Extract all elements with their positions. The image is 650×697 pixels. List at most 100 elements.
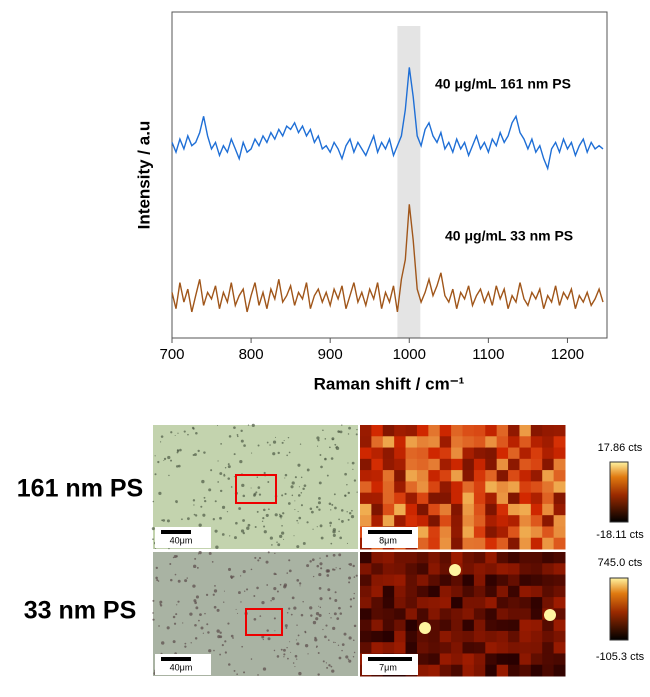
- particle: [330, 509, 332, 511]
- particle: [192, 453, 195, 457]
- particle: [197, 449, 200, 453]
- particle: [349, 605, 352, 608]
- map-pixel: [428, 447, 441, 460]
- map-pixel: [508, 597, 520, 609]
- map-pixel: [360, 552, 372, 564]
- particle: [341, 649, 343, 652]
- particle: [298, 516, 302, 520]
- map-pixel: [394, 447, 407, 460]
- scale-label: 40μm: [170, 535, 193, 545]
- map-pixel: [462, 552, 475, 564]
- map-pixel: [519, 664, 532, 677]
- particle: [257, 486, 261, 489]
- map-pixel: [553, 481, 566, 494]
- map-pixel: [519, 425, 532, 437]
- map-pixel: [360, 597, 372, 609]
- particle: [184, 579, 188, 583]
- map-pixel: [371, 619, 384, 632]
- map-pixel: [405, 608, 418, 621]
- map-pixel: [371, 447, 384, 460]
- map-pixel: [416, 492, 429, 505]
- map-pixel: [508, 642, 520, 654]
- particle: [196, 566, 199, 569]
- hotspot: [544, 609, 556, 621]
- map-pixel: [371, 436, 384, 449]
- particle: [330, 617, 332, 619]
- particle: [233, 426, 236, 430]
- map-pixel: [382, 515, 395, 527]
- map-pixel: [496, 642, 509, 654]
- map-pixel: [473, 619, 486, 632]
- particle: [273, 617, 276, 620]
- particle: [341, 424, 343, 426]
- particle: [172, 640, 176, 644]
- particle: [169, 562, 172, 565]
- particle: [296, 579, 300, 582]
- particle: [262, 517, 265, 520]
- particle: [242, 494, 246, 498]
- map-pixel: [439, 619, 452, 632]
- map-pixel: [530, 585, 543, 598]
- particle: [237, 612, 239, 614]
- map-pixel: [371, 515, 384, 527]
- particle: [207, 631, 210, 634]
- map-pixel: [496, 447, 509, 460]
- map-pixel: [360, 642, 372, 654]
- map-pixel: [462, 425, 475, 437]
- particle: [189, 612, 193, 616]
- map-pixel: [428, 458, 441, 471]
- particle: [168, 547, 170, 550]
- particle: [327, 588, 331, 592]
- particle: [302, 601, 304, 603]
- particle: [213, 649, 215, 652]
- particle: [338, 518, 340, 521]
- map-pixel: [439, 425, 452, 437]
- particle: [158, 491, 162, 496]
- map-pixel: [530, 630, 543, 643]
- map-pixel: [439, 537, 452, 550]
- particle: [312, 575, 315, 578]
- particle: [281, 525, 283, 527]
- particle: [158, 625, 160, 627]
- map-pixel: [508, 552, 520, 564]
- particle: [353, 624, 357, 628]
- particle: [292, 662, 295, 664]
- map-pixel: [496, 552, 509, 564]
- particle: [254, 556, 257, 559]
- particle: [279, 583, 282, 586]
- map-pixel: [553, 458, 566, 471]
- particle: [262, 667, 267, 671]
- map-pixel: [462, 630, 475, 643]
- colorbar: [609, 461, 629, 523]
- particle: [265, 560, 269, 564]
- particle: [347, 433, 350, 435]
- map-pixel: [439, 653, 452, 666]
- particle: [318, 605, 320, 607]
- particle: [255, 491, 258, 494]
- particle: [199, 613, 202, 617]
- map-pixel: [439, 492, 452, 505]
- scale-bar: [368, 530, 412, 534]
- map-pixel: [542, 492, 555, 505]
- particle: [337, 644, 340, 646]
- map-pixel: [462, 526, 475, 539]
- particle: [240, 601, 242, 603]
- map-pixel: [553, 503, 566, 516]
- row-label: 33 nm PS: [24, 597, 137, 625]
- particle: [348, 512, 352, 515]
- particle: [226, 511, 229, 513]
- map-pixel: [553, 563, 566, 576]
- map-pixel: [508, 537, 520, 550]
- particle: [251, 423, 255, 427]
- particle: [221, 505, 226, 509]
- map-pixel: [530, 574, 543, 587]
- map-pixel: [439, 470, 452, 482]
- map-pixel: [371, 597, 384, 609]
- particle: [204, 612, 206, 615]
- map-pixel: [382, 642, 395, 654]
- map-pixel: [439, 481, 452, 494]
- particle: [297, 634, 300, 637]
- particle: [276, 655, 280, 658]
- particle: [253, 617, 257, 621]
- particle: [230, 486, 233, 488]
